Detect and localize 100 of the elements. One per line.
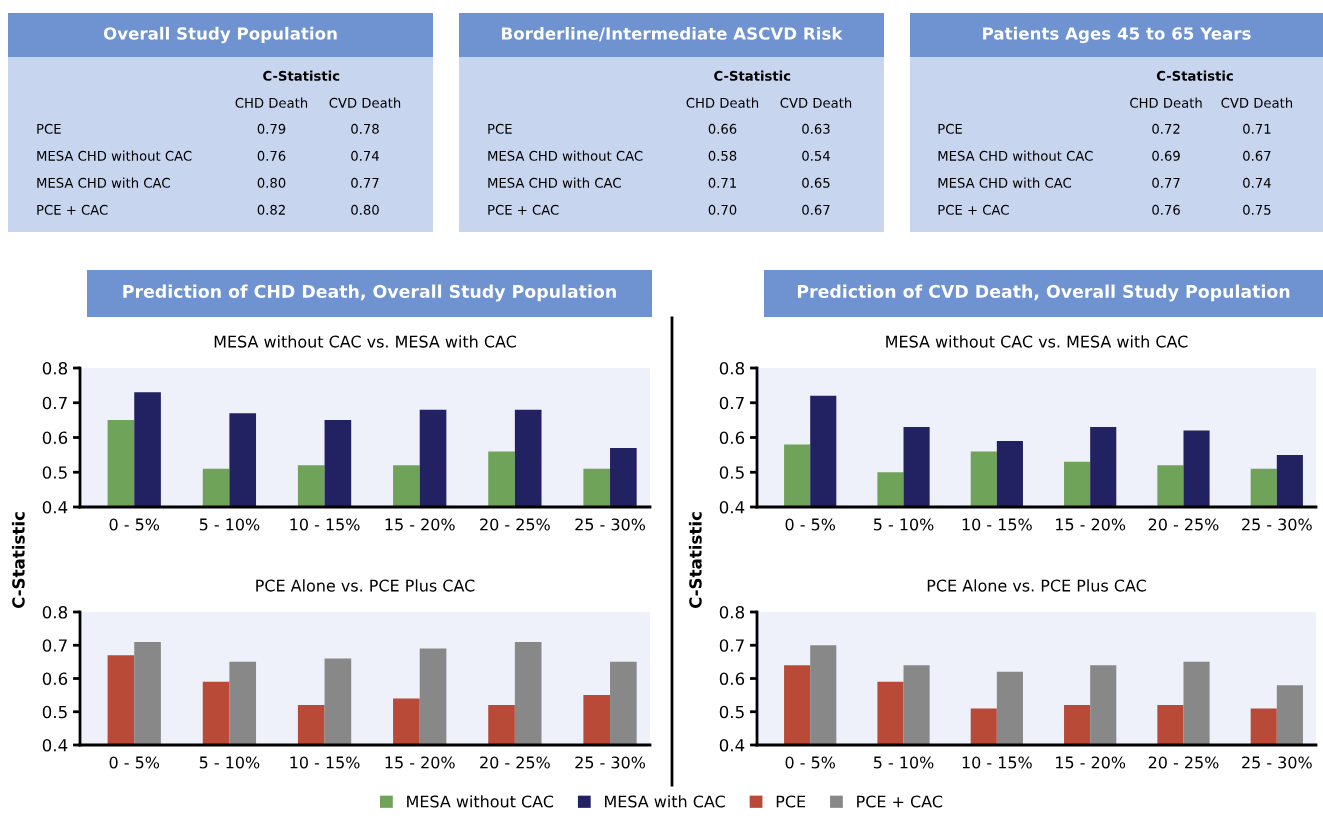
text: 0.76 [257,150,286,161]
y-tick-label: 0.7 [719,639,744,652]
text: 0.79 [257,123,286,134]
text: 0.76 [1152,204,1180,215]
category-label: MESA CHD without CAC [37,150,192,161]
text: 0.77 [351,177,379,188]
y-tick-label: 0.8 [42,361,68,375]
x-tick-label: 5 - 10% [873,518,934,531]
legend-label: PCE + CAC [857,795,943,808]
category-label: MESA CHD without CAC [488,150,643,161]
category-label: MESA CHD without CAC [938,150,1093,161]
y-tick-label: 0.4 [719,500,745,514]
y-tick-label: 0.6 [42,672,68,686]
y-tick-label: 0.8 [719,361,745,375]
text: C-Statistic [1156,70,1233,81]
text: C-Statistic [263,70,340,81]
chart-title: Prediction of CVD Death, Overall Study Population [797,284,1290,302]
text: 0.65 [802,177,830,188]
y-axis-title: C-Statistic [688,512,702,609]
y-tick-label: 0.7 [719,396,744,410]
text: Overall Study Population [103,26,337,44]
y-tick-label: 0.8 [719,605,745,619]
text: 0.67 [1243,150,1271,161]
y-axis-title: C-Statistic [11,512,25,609]
text: 0.66 [708,123,737,134]
text: 0.71 [1243,123,1271,134]
x-tick-label: 0 - 5% [109,756,160,769]
chart-title: Prediction of CHD Death, Overall Study Population [123,284,616,302]
category-label: CVD Death [780,97,852,108]
chart-subtitle: MESA without CAC vs. MESA with CAC [214,335,516,348]
text: 0.77 [1152,177,1180,188]
text: 0.71 [708,177,736,188]
category-label: MESA CHD with CAC [938,177,1071,188]
category-label: PCE + CAC [37,204,108,215]
y-tick-label: 0.7 [42,639,67,652]
x-tick-label: 10 - 15% [290,518,360,531]
x-tick-label: 15 - 20% [385,518,455,531]
category-label: PCE [938,123,962,134]
x-tick-label: 5 - 10% [873,756,934,769]
x-tick-label: 5 - 10% [199,518,260,531]
text: 0.54 [802,150,830,161]
text: 0.75 [1243,204,1271,215]
x-tick-label: 5 - 10% [199,756,260,769]
category-label: PCE + CAC [488,204,559,215]
text: C-Statistic [714,70,791,81]
category-label: CVD Death [1221,97,1293,108]
category-label: PCE [488,123,512,134]
x-tick-label: 25 - 30% [575,756,646,769]
text: 0.63 [802,123,830,134]
text: 0.82 [257,204,285,215]
x-tick-label: 25 - 30% [575,518,646,531]
x-tick-label: 10 - 15% [962,756,1032,769]
x-tick-label: 25 - 30% [1242,518,1312,531]
y-tick-label: 0.5 [719,466,744,479]
x-tick-label: 20 - 25% [1148,518,1219,531]
y-tick-label: 0.4 [719,738,745,752]
y-tick-label: 0.6 [719,672,745,686]
chart-subtitle: PCE Alone vs. PCE Plus CAC [927,579,1146,592]
x-tick-label: 20 - 25% [480,518,550,531]
text: 0.80 [351,204,379,215]
text: 0.80 [257,177,286,188]
legend-label: MESA with CAC [605,795,725,808]
y-tick-label: 0.6 [42,431,68,445]
x-tick-label: 0 - 5% [785,518,836,531]
x-tick-label: 10 - 15% [290,756,360,769]
text: Borderline/Intermediate ASCVD Risk [502,26,843,42]
text: 0.78 [351,123,379,134]
y-tick-label: 0.8 [42,605,68,619]
text: 0.69 [1152,150,1180,161]
text: Patients Ages 45 to 65 Years [983,26,1251,44]
text: 0.58 [708,150,737,161]
y-tick-label: 0.4 [42,500,68,514]
category-label: CVD Death [329,97,401,108]
text: 0.67 [802,204,830,215]
chart-subtitle: MESA without CAC vs. MESA with CAC [886,335,1188,348]
y-tick-label: 0.6 [719,431,745,445]
x-tick-label: 15 - 20% [1056,518,1126,531]
category-label: MESA CHD with CAC [488,177,621,188]
x-tick-label: 20 - 25% [480,756,550,769]
category-label: CHD Death [235,97,308,108]
legend-label: PCE [776,795,806,808]
text: 0.74 [1243,177,1271,188]
x-tick-label: 15 - 20% [1056,756,1126,769]
y-tick-label: 0.5 [719,705,744,719]
x-tick-label: 25 - 30% [1242,756,1312,769]
x-tick-label: 10 - 15% [962,518,1032,531]
y-tick-label: 0.4 [42,738,68,752]
y-tick-label: 0.5 [42,705,67,719]
category-label: PCE + CAC [938,204,1009,215]
category-label: PCE [37,123,61,134]
x-tick-label: 15 - 20% [385,756,455,769]
x-tick-label: 0 - 5% [785,756,836,769]
y-tick-label: 0.7 [42,396,67,410]
category-label: CHD Death [686,97,759,108]
category-label: CHD Death [1130,97,1202,108]
x-tick-label: 20 - 25% [1148,756,1219,769]
legend-label: MESA without CAC [407,795,554,808]
text: 0.72 [1152,123,1180,134]
chart-subtitle: PCE Alone vs. PCE Plus CAC [256,579,475,592]
y-tick-label: 0.5 [42,466,67,479]
